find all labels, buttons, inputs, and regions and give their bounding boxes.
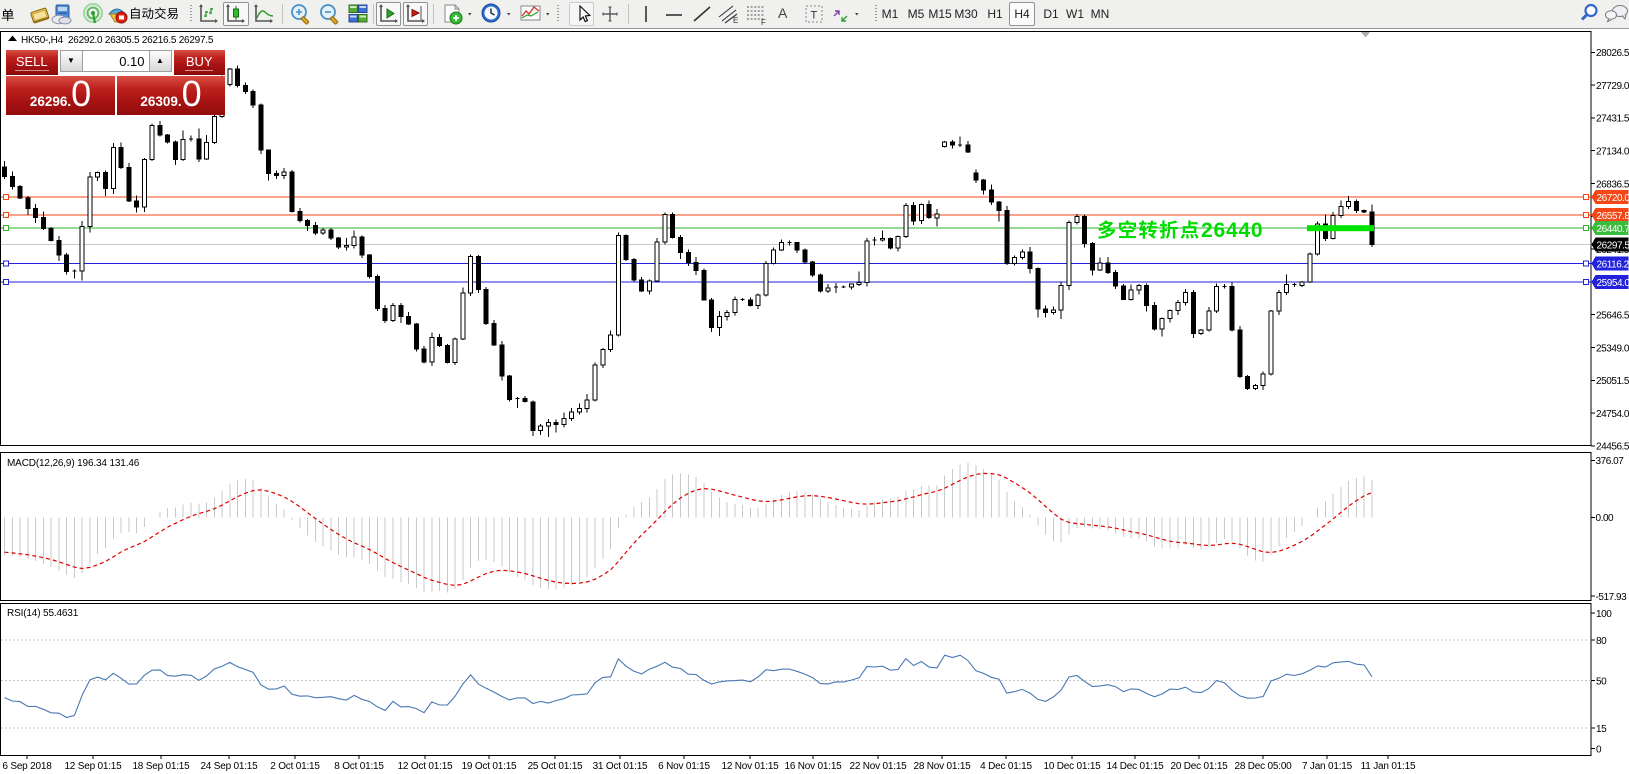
svg-text:28026.5: 28026.5 bbox=[1596, 48, 1629, 59]
svg-text:2 Oct 01:15: 2 Oct 01:15 bbox=[270, 761, 320, 772]
svg-text:28 Nov 01:15: 28 Nov 01:15 bbox=[913, 761, 971, 772]
svg-text:4 Dec 01:15: 4 Dec 01:15 bbox=[980, 761, 1032, 772]
svg-text:376.07: 376.07 bbox=[1596, 456, 1625, 467]
svg-text:0.00: 0.00 bbox=[1596, 513, 1615, 524]
svg-text:10 Dec 01:15: 10 Dec 01:15 bbox=[1043, 761, 1101, 772]
svg-text:12 Sep 01:15: 12 Sep 01:15 bbox=[64, 761, 122, 772]
svg-text:26440.7: 26440.7 bbox=[1597, 224, 1629, 235]
svg-text:31 Oct 01:15: 31 Oct 01:15 bbox=[593, 761, 648, 772]
svg-text:26836.5: 26836.5 bbox=[1596, 179, 1629, 190]
svg-text:25646.5: 25646.5 bbox=[1596, 311, 1629, 322]
svg-text:20 Dec 01:15: 20 Dec 01:15 bbox=[1170, 761, 1228, 772]
svg-text:24 Sep 01:15: 24 Sep 01:15 bbox=[200, 761, 258, 772]
svg-text:26440: 26440 bbox=[1201, 219, 1263, 242]
svg-text:RSI(14) 55.4631: RSI(14) 55.4631 bbox=[7, 608, 79, 619]
svg-text:E: E bbox=[733, 16, 738, 25]
svg-text:HK50-,H4 26292.0 26305.5 2621: HK50-,H4 26292.0 26305.5 26216.5 26297.5 bbox=[21, 35, 214, 46]
svg-text:16 Nov 01:15: 16 Nov 01:15 bbox=[784, 761, 842, 772]
svg-text:26116.2: 26116.2 bbox=[1597, 259, 1629, 270]
svg-text:50: 50 bbox=[1596, 677, 1607, 688]
svg-text:T: T bbox=[811, 10, 818, 22]
svg-text:26297.5: 26297.5 bbox=[1597, 240, 1629, 251]
svg-text:25 Oct 01:15: 25 Oct 01:15 bbox=[528, 761, 583, 772]
svg-text:F: F bbox=[761, 18, 766, 26]
svg-text:MACD(12,26,9) 196.34 131.46: MACD(12,26,9) 196.34 131.46 bbox=[7, 458, 140, 469]
svg-text:12 Nov 01:15: 12 Nov 01:15 bbox=[721, 761, 779, 772]
svg-text:100: 100 bbox=[1596, 609, 1612, 620]
svg-text:24456.5: 24456.5 bbox=[1596, 442, 1629, 453]
svg-text:6 Sep 2018: 6 Sep 2018 bbox=[2, 761, 52, 772]
svg-text:26557.8: 26557.8 bbox=[1597, 211, 1629, 222]
svg-text:25349.0: 25349.0 bbox=[1596, 343, 1629, 354]
svg-text:7 Jan 01:15: 7 Jan 01:15 bbox=[1302, 761, 1353, 772]
svg-text:26720.0: 26720.0 bbox=[1597, 193, 1629, 204]
svg-text:24754.0: 24754.0 bbox=[1596, 409, 1629, 420]
svg-text:25051.5: 25051.5 bbox=[1596, 376, 1629, 387]
svg-text:-517.93: -517.93 bbox=[1596, 592, 1628, 603]
svg-text:19 Oct 01:15: 19 Oct 01:15 bbox=[462, 761, 517, 772]
svg-text:6 Nov 01:15: 6 Nov 01:15 bbox=[658, 761, 710, 772]
svg-text:12 Oct 01:15: 12 Oct 01:15 bbox=[398, 761, 453, 772]
svg-text:25954.0: 25954.0 bbox=[1597, 278, 1629, 289]
svg-text:8 Oct 01:15: 8 Oct 01:15 bbox=[334, 761, 384, 772]
svg-text:27134.0: 27134.0 bbox=[1596, 147, 1629, 158]
svg-text:27729.0: 27729.0 bbox=[1596, 81, 1629, 92]
svg-text:18 Sep 01:15: 18 Sep 01:15 bbox=[132, 761, 190, 772]
svg-text:11 Jan 01:15: 11 Jan 01:15 bbox=[1361, 761, 1416, 772]
svg-text:15: 15 bbox=[1596, 724, 1607, 735]
svg-text:27431.5: 27431.5 bbox=[1596, 114, 1629, 125]
svg-text:80: 80 bbox=[1596, 636, 1607, 647]
svg-text:0: 0 bbox=[1596, 744, 1602, 755]
svg-text:14 Dec 01:15: 14 Dec 01:15 bbox=[1106, 761, 1164, 772]
svg-text:22 Nov 01:15: 22 Nov 01:15 bbox=[849, 761, 907, 772]
svg-text:28 Dec 05:00: 28 Dec 05:00 bbox=[1234, 761, 1292, 772]
